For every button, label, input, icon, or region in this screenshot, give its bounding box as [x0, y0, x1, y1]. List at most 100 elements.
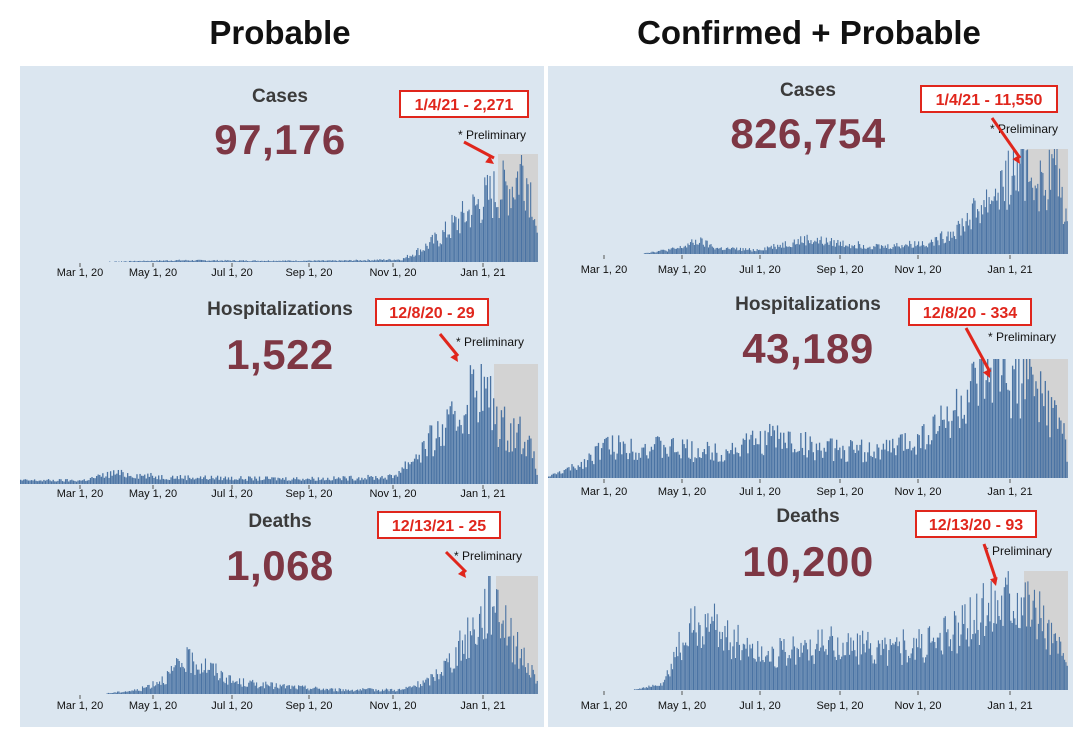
bar — [237, 479, 239, 484]
bar — [840, 458, 843, 478]
bar — [200, 663, 203, 694]
bar — [207, 260, 209, 262]
bar — [636, 459, 639, 478]
bar — [288, 260, 290, 262]
bar — [164, 479, 166, 484]
bar — [229, 260, 231, 262]
bar — [1055, 165, 1057, 254]
bar — [322, 477, 324, 484]
bar — [796, 243, 798, 254]
bar — [206, 672, 208, 694]
bar — [793, 449, 796, 478]
bar — [195, 478, 197, 484]
bar — [750, 250, 752, 254]
bar — [140, 261, 142, 262]
bar — [375, 260, 377, 262]
bar — [563, 470, 565, 478]
bar — [481, 627, 483, 694]
bar — [997, 359, 1000, 478]
bar — [856, 444, 858, 478]
bar — [986, 615, 988, 690]
bar — [892, 247, 894, 254]
bar — [117, 691, 119, 694]
bar — [321, 260, 323, 262]
bar — [599, 459, 601, 478]
bar — [761, 453, 763, 478]
bar — [471, 374, 473, 484]
bar — [483, 376, 486, 484]
bar — [742, 248, 744, 254]
bar — [275, 260, 277, 262]
bar — [984, 636, 986, 690]
bar — [473, 196, 475, 262]
bar — [475, 205, 477, 262]
bar — [364, 260, 367, 262]
bar — [1046, 210, 1048, 254]
bar — [532, 220, 534, 262]
bar — [313, 260, 315, 262]
bar — [943, 617, 945, 690]
bar — [122, 692, 124, 694]
bar — [263, 260, 266, 262]
bar — [446, 409, 448, 484]
bar — [682, 642, 684, 690]
bar — [241, 479, 244, 484]
bar — [925, 657, 927, 690]
bar — [773, 243, 775, 254]
bar — [988, 382, 990, 478]
bar — [963, 623, 965, 690]
bar — [793, 646, 796, 690]
bar — [357, 260, 359, 262]
bar — [978, 211, 980, 254]
bar — [452, 414, 455, 484]
bar — [349, 690, 351, 694]
bar — [345, 689, 347, 694]
bar — [820, 236, 822, 254]
preliminary-label: * Preliminary — [988, 330, 1057, 344]
bar — [703, 644, 705, 690]
bar — [410, 256, 412, 262]
bar — [1055, 404, 1057, 478]
bar — [443, 660, 445, 694]
section-title: Cases — [252, 86, 308, 107]
bar — [1025, 359, 1028, 478]
bar — [312, 688, 314, 694]
bar — [490, 634, 492, 694]
bar — [873, 451, 875, 478]
bar — [733, 629, 735, 690]
bar — [694, 457, 696, 478]
x-tick-label: Nov 1, 20 — [369, 488, 416, 500]
bar — [694, 606, 696, 690]
bar — [136, 689, 138, 694]
bar — [425, 243, 427, 262]
bar — [493, 171, 495, 262]
bar — [1039, 160, 1041, 254]
bar — [387, 475, 389, 484]
bar — [1023, 149, 1025, 254]
bar — [68, 481, 70, 484]
bar — [899, 434, 902, 478]
bar — [720, 454, 723, 478]
bar — [396, 691, 398, 694]
bar — [432, 456, 434, 484]
bar — [354, 690, 356, 694]
bar — [1024, 582, 1026, 690]
bar — [1010, 418, 1012, 478]
bar — [907, 448, 909, 478]
bar — [677, 451, 679, 478]
bar — [283, 260, 285, 262]
bar — [385, 688, 387, 694]
bar — [722, 461, 724, 478]
bar — [430, 237, 432, 262]
bar — [261, 260, 263, 262]
section-hospitalizations: Hospitalizations 1,522 12/8/20 - 29 * Pr… — [20, 288, 544, 506]
bar — [292, 477, 295, 484]
bar — [695, 632, 697, 690]
bar — [412, 686, 414, 694]
bar — [147, 685, 149, 694]
bar — [674, 657, 676, 690]
bar — [536, 474, 538, 484]
bar — [534, 219, 536, 262]
bar — [503, 406, 506, 484]
bar — [797, 239, 799, 254]
